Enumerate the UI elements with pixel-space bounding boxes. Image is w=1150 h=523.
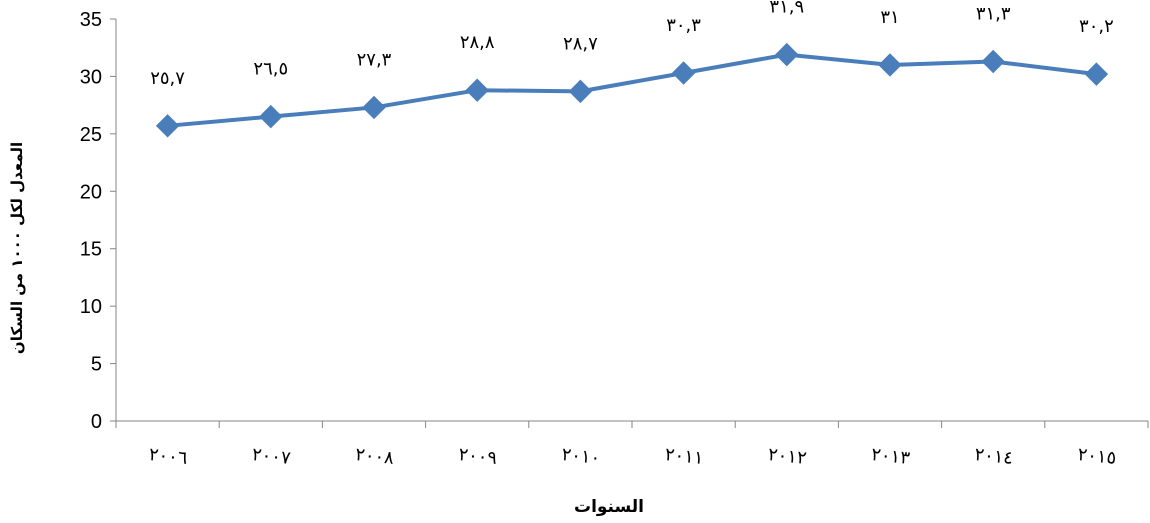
x-tick-label: ٢٠١٢ — [767, 444, 808, 469]
y-tick-label: 25 — [80, 124, 102, 146]
data-label: ٣١,٣ — [976, 3, 1011, 24]
data-label: ٣٠,٣ — [666, 15, 701, 36]
data-point-marker — [878, 53, 902, 77]
y-tick-label: 15 — [80, 239, 102, 261]
x-axis-ticks: ٢٠٠٦ ٢٠٠٧ ٢٠٠٨ ٢٠٠٩ ٢٠١٠ ٢٠١١ ٢٠١٢ ٢٠١٣ ٢٠١٤ ٢٠١٥ — [115, 421, 1149, 469]
data-point-marker — [981, 49, 1005, 74]
x-axis-title: السنوات — [574, 497, 644, 517]
y-axis-title: المعدل لكل ١٠٠٠ من السكان — [8, 142, 26, 354]
data-point-marker — [671, 61, 696, 85]
y-tick-label: 30 — [80, 66, 102, 88]
data-label: ٢٨,٨ — [460, 32, 495, 53]
data-point-marker — [568, 79, 593, 104]
y-tick-label: 35 — [80, 9, 102, 31]
data-label: ٣١ — [880, 7, 899, 28]
data-label: ٣١,٩ — [769, 0, 804, 18]
data-label: ٣٠,٢ — [1079, 16, 1114, 37]
y-tick-label: 0 — [91, 411, 102, 433]
data-point-marker — [775, 42, 799, 67]
y-axis-ticks: 0 5 10 15 20 25 30 35 — [80, 9, 116, 433]
data-label: ٢٦,٥ — [253, 59, 288, 80]
series-line — [167, 52, 1097, 128]
data-point-marker — [362, 95, 386, 120]
x-tick-label: ٢٠١٣ — [870, 444, 911, 469]
x-tick-label: ٢٠٠٨ — [354, 444, 395, 469]
y-tick-label: 20 — [80, 181, 102, 203]
x-tick-label: ٢٠١٠ — [561, 444, 602, 469]
data-point-marker — [1084, 62, 1109, 86]
x-tick-label: ٢٠١٤ — [973, 444, 1014, 469]
y-tick-label: 5 — [91, 354, 102, 376]
data-label: ٢٨,٧ — [563, 33, 598, 54]
data-point-marker — [465, 78, 489, 102]
x-tick-label: ٢٠١٥ — [1077, 444, 1118, 469]
data-label: ٢٧,٣ — [357, 49, 392, 70]
data-point-marker — [259, 104, 283, 129]
x-tick-label: ٢٠٠٩ — [457, 444, 498, 469]
data-point-marker — [155, 114, 180, 138]
x-tick-label: ٢٠١١ — [664, 444, 705, 469]
x-tick-label: ٢٠٠٧ — [251, 444, 292, 469]
data-labels: ٢٥,٧ ٢٦,٥ ٢٧,٣ ٢٨,٨ ٢٨,٧ ٣٠,٣ ٣١,٩ ٣١ ٣١,٣ ٣٠,٢ — [150, 0, 1114, 89]
data-label: ٢٥,٧ — [150, 68, 185, 89]
x-tick-label: ٢٠٠٦ — [148, 444, 189, 469]
y-tick-label: 10 — [80, 296, 102, 318]
data-markers — [155, 42, 1109, 138]
